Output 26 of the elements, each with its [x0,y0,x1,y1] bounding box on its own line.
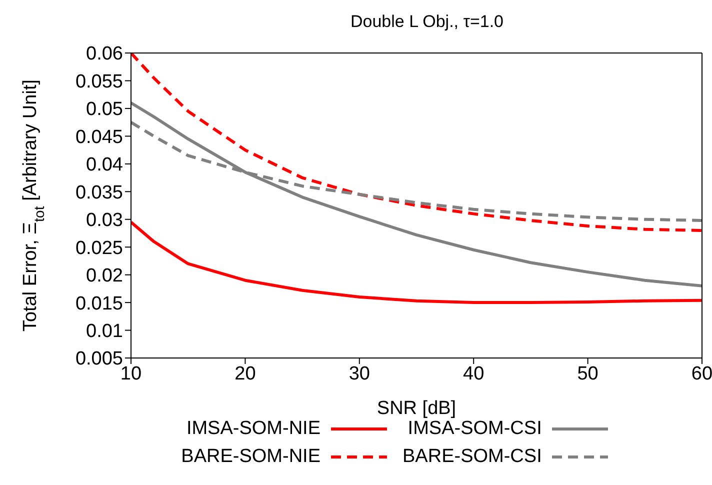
legend-label: BARE-SOM-CSI [402,446,542,468]
y-tick-label: 0.005 [75,348,123,370]
legend-label: IMSA-SOM-NIE [186,418,320,440]
legend-label: IMSA-SOM-CSI [408,418,542,440]
y-tick-label: 0.035 [75,182,123,204]
y-tick-label: 0.025 [75,238,123,259]
chart-title: Double L Obj., τ=1.0 [349,12,505,32]
y-tick-label: 0.04 [86,154,124,176]
y-tick-label: 0.06 [86,44,123,65]
line-series [131,101,702,288]
y-tick-label: 0.015 [75,293,123,314]
x-tick-label: 60 [691,363,712,384]
x-tick-label: 40 [463,363,484,384]
y-tick-label: 0.01 [86,321,123,342]
y-tick-label: 0.045 [75,126,123,148]
line-series [131,220,702,304]
x-tick-label: 10 [120,363,142,384]
y-tick-label: 0.03 [86,210,123,232]
y-tick-label: 0.05 [86,99,123,120]
x-tick-label: 30 [348,363,370,384]
legend-label: BARE-SOM-NIE [181,446,320,468]
x-tick-label: 50 [577,363,598,384]
x-tick-label: 20 [234,363,256,384]
y-tick-label: 0.02 [86,266,123,287]
y-tick-label: 0.055 [75,71,123,92]
x-axis-title: SNR [dB] [376,398,456,419]
